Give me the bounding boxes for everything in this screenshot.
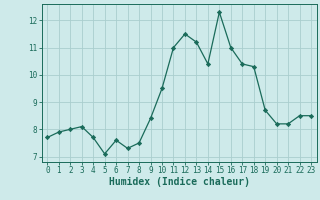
X-axis label: Humidex (Indice chaleur): Humidex (Indice chaleur): [109, 177, 250, 187]
